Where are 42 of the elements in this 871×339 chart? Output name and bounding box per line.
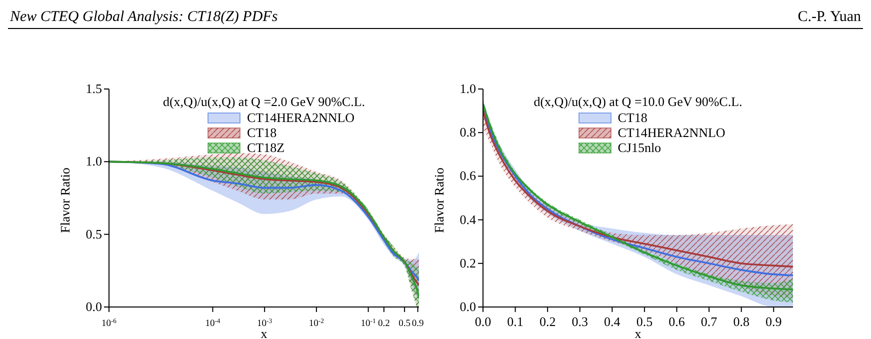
y-tick-label: 1.0 [460,81,476,96]
x-axis-title: x [260,326,268,339]
y-tick-label: 0.6 [460,168,476,184]
x-tick-label: 0.0 [474,314,492,329]
x-tick-label: 10$^{-4}$ [205,318,221,329]
legend-label: CJ15nlo [618,140,662,155]
x-tick-label: 0.2 [539,314,556,329]
x-tick-label: 0.1 [507,314,524,329]
x-tick-label: 0.8 [733,314,750,329]
x-tick-label: 10$^{-6}$ [101,318,118,329]
y-tick-label: 1.5 [86,81,102,96]
x-tick-label: 0.5 [398,319,411,329]
x-axis-title: x [634,326,642,339]
x-tick-label: 0.2 [378,319,390,329]
legend-title: d(x,Q)/u(x,Q) at Q =2.0 GeV 90%C.L. [162,94,366,109]
x-tick-label: 10$^{-1}$ [360,318,376,329]
y-tick-label: 0.0 [86,299,102,314]
y-tick-label: 0.0 [460,299,476,314]
x-tick-label: 0.3 [572,314,588,329]
y-tick-label: 0.4 [460,212,476,227]
legend-label: CT14HERA2NNLO [246,110,355,125]
x-tick-label: 10$^{-2}$ [308,318,324,329]
text: C.-P. Yuan [798,9,861,26]
y-axis-title: Flavor Ratio [58,168,73,233]
legend-label: CT18Z [246,140,285,155]
legend-label: CT18 [246,125,277,140]
text: New CTEQ Global Analysis: CT18(Z) PDFs [10,9,278,26]
y-tick-label: 1.0 [86,154,102,169]
y-tick-label: 0.5 [86,226,102,242]
x-tick-label: 0.7 [700,314,718,329]
legend-label: CT18 [618,110,648,125]
legend-label: CT14HERA2NNLO [618,125,726,140]
x-tick-label: 0.4 [604,314,621,329]
y-tick-label: 0.2 [460,255,476,270]
y-tick-label: 0.8 [460,124,476,140]
y-axis-title: Flavor Ratio [432,168,447,233]
x-tick-label: 0.6 [668,314,686,329]
x-tick-label: 0.9 [766,314,782,329]
x-tick-label: 10$^{-3}$ [257,318,273,329]
legend-title: d(x,Q)/u(x,Q) at Q =10.0 GeV 90%C.L. [534,94,742,109]
x-tick-label: 0.5 [636,314,653,329]
x-tick-label: 0.9 [412,319,424,329]
